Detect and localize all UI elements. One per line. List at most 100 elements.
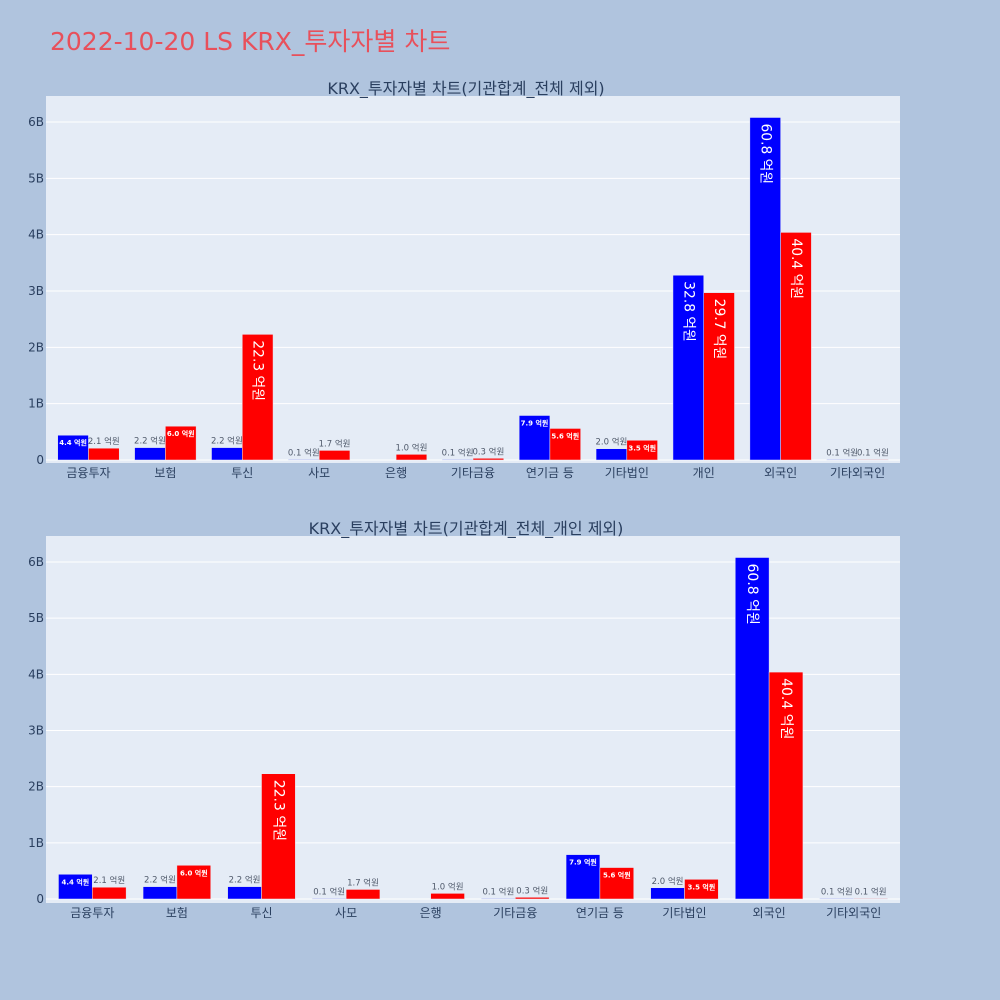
bar-label: 1.7 억원: [347, 877, 379, 888]
x-tick-label: 은행: [385, 465, 407, 480]
y-tick-label: 4B: [28, 228, 44, 242]
bar-label: 2.2 억원: [229, 875, 261, 886]
bar-label: 1.7 억원: [319, 438, 351, 449]
bar-sell: [472, 458, 505, 461]
x-tick-label: 기타법인: [662, 906, 706, 920]
x-tick-label: 기타금융: [451, 466, 495, 480]
bar-label: 0.1 억원: [821, 886, 853, 897]
x-tick-label: 금융투자: [70, 906, 114, 920]
bar-label: 60.8 억원: [757, 123, 773, 184]
bar-sell: [88, 447, 120, 461]
y-tick-label: 0: [36, 892, 44, 906]
x-tick-label: 금융투자: [66, 466, 110, 480]
chart-1: 0 1B 2B 3B 4B 5B 6B KRX_투자자별 차트(기관합계_전체 제외) 금융투자…: [28, 79, 900, 480]
x-tick-label: 투신: [231, 466, 253, 480]
bar-sell: [318, 450, 351, 461]
bar-label: 7.9 억원: [521, 418, 549, 427]
bar-sell: [549, 428, 581, 461]
bar-label: 32.8 억원: [680, 281, 696, 342]
x-tick-label: 외국인: [753, 906, 786, 920]
bar-label: 22.3 억원: [270, 780, 286, 841]
y-tick-label: 2B: [28, 780, 44, 794]
y-tick-label: 2B: [28, 340, 44, 354]
bar-label: 6.0 억원: [180, 868, 208, 877]
y-tick-label: 6B: [28, 115, 44, 129]
bar-buy: [57, 434, 89, 461]
bar-label: 60.8 억원: [744, 564, 760, 625]
bar-label: 0.3 억원: [472, 446, 504, 457]
x-tick-label: 개인: [693, 466, 715, 480]
y-tick-label: 4B: [28, 667, 44, 681]
bar-label: 0.1 억원: [442, 447, 474, 458]
y-tick-label: 6B: [28, 555, 44, 569]
bar-label: 7.9 억원: [569, 858, 597, 867]
x-tick-label: 기타금융: [493, 906, 537, 920]
x-tick-label: 연기금 등: [526, 466, 574, 480]
bar-label: 40.4 억원: [788, 238, 804, 299]
main-title: 2022-10-20 LS KRX_투자자별 차트: [50, 27, 451, 56]
bar-buy: [518, 415, 551, 461]
bar-buy: [312, 898, 347, 900]
x-tick-label: 외국인: [764, 466, 797, 480]
bar-sell: [703, 292, 735, 461]
y-tick-label: 0: [36, 453, 44, 467]
x-tick-label: 사모: [335, 906, 357, 920]
bar-label: 0.1 억원: [855, 886, 887, 897]
bar-sell: [599, 867, 634, 900]
bar-sell: [515, 897, 550, 900]
bar-label: 6.0 억원: [167, 429, 195, 438]
bar-sell: [853, 898, 888, 900]
bar-sell: [780, 232, 812, 461]
x-tick-label: 은행: [420, 905, 442, 920]
bar-label: 0.3 억원: [516, 885, 548, 896]
bar-label: 3.5 억원: [688, 882, 716, 891]
y-tick-label: 5B: [28, 171, 44, 185]
x-tick-label: 연기금 등: [576, 906, 624, 920]
bar-sell: [430, 893, 465, 900]
chart-title: KRX_투자자별 차트(기관합계_전체 제외): [327, 79, 604, 99]
x-tick-label: 기타외국인: [830, 466, 885, 480]
bar-label: 2.1 억원: [93, 875, 125, 886]
bar-sell: [261, 773, 296, 900]
bar-sell: [165, 425, 197, 461]
bar-label: 2.1 억원: [88, 436, 120, 447]
x-tick-label: 보험: [154, 466, 176, 480]
bar-label: 4.4 억원: [62, 877, 90, 886]
x-tick-label: 기타법인: [605, 466, 649, 480]
bar-label: 1.0 억원: [396, 442, 428, 453]
x-tick-label: 투신: [250, 906, 272, 920]
bar-sell: [92, 886, 127, 900]
y-tick-label: 3B: [28, 284, 44, 298]
bar-label: 3.5 억원: [628, 443, 656, 452]
bar-buy: [481, 898, 516, 900]
bar-buy: [749, 117, 781, 461]
bar-label: 5.6 억원: [603, 871, 631, 880]
bar-label: 0.1 억원: [857, 447, 889, 458]
bar-label: 0.1 억원: [826, 447, 858, 458]
bar-sell: [684, 879, 719, 900]
bar-label: 2.0 억원: [652, 876, 684, 887]
x-tick-label: 사모: [308, 466, 330, 480]
bar-label: 4.4 억원: [59, 438, 87, 447]
bar-buy: [142, 886, 178, 900]
bar-buy: [819, 898, 854, 900]
bar-label: 1.0 억원: [432, 881, 464, 892]
bar-label: 0.1 억원: [313, 886, 345, 897]
bar-buy: [227, 886, 262, 900]
y-tick-label: 5B: [28, 611, 44, 625]
bar-label: 2.0 억원: [595, 437, 627, 448]
bar-label: 2.2 억원: [144, 875, 176, 886]
bar-sell: [857, 459, 889, 461]
bar-label: 22.3 억원: [250, 340, 266, 401]
bar-label: 40.4 억원: [778, 678, 794, 739]
bar-label: 2.2 억원: [211, 436, 243, 447]
bar-label: 0.1 억원: [482, 886, 514, 897]
y-tick-label: 1B: [28, 397, 44, 411]
bar-label: 5.6 억원: [551, 431, 579, 440]
x-tick-label: 보험: [166, 906, 188, 920]
bar-sell: [626, 440, 658, 461]
bar-sell: [176, 865, 211, 900]
bar-buy: [565, 854, 601, 900]
x-tick-label: 기타외국인: [826, 906, 881, 920]
bar-label: 29.7 억원: [711, 299, 727, 360]
